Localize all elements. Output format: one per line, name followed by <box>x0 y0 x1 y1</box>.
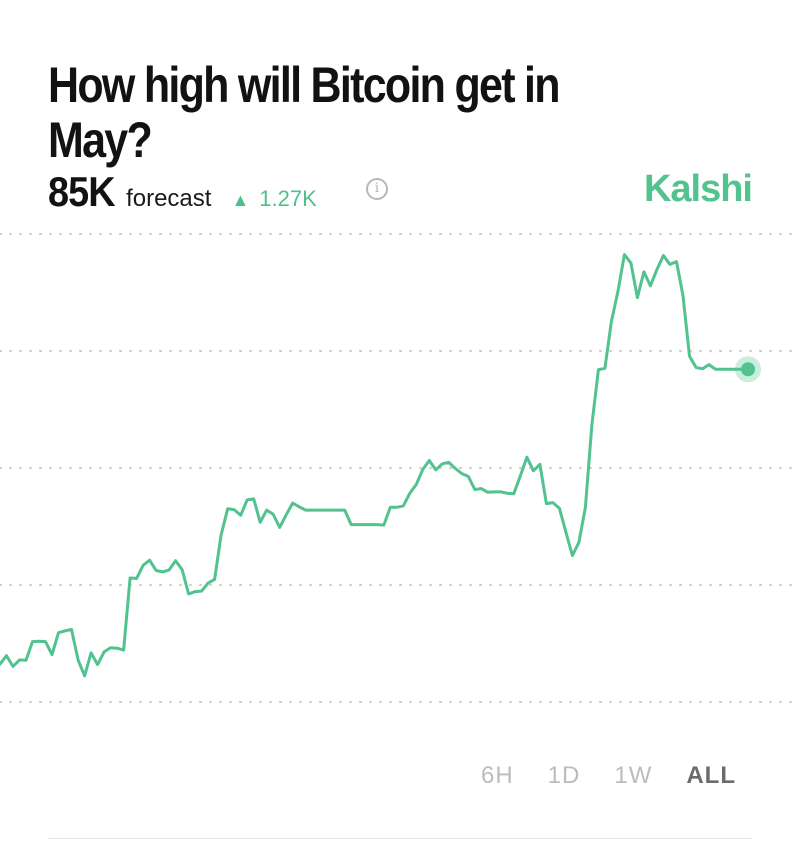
forecast-line <box>0 253 750 678</box>
tab-1w[interactable]: 1W <box>614 762 653 789</box>
info-icon[interactable]: i <box>366 178 388 200</box>
forecast-summary: 85K forecast ▲ 1.27K <box>48 168 317 218</box>
chart-gridlines <box>0 233 800 703</box>
page-title: How high will Bitcoin get in May? <box>48 57 561 168</box>
tab-1d[interactable]: 1D <box>547 762 581 789</box>
time-range-tabs: 6H 1D 1W ALL <box>481 762 736 790</box>
change-value: 1.27K <box>259 186 317 211</box>
change-badge: ▲ 1.27K <box>231 186 316 212</box>
tab-6h[interactable]: 6H <box>480 762 514 789</box>
forecast-label: forecast <box>126 185 212 212</box>
forecast-chart <box>0 233 800 703</box>
up-triangle-icon: ▲ <box>231 190 250 210</box>
latest-point-marker <box>741 362 755 377</box>
tab-all[interactable]: ALL <box>686 762 736 789</box>
brand-logo: Kalshi <box>643 168 753 210</box>
forecast-value: 85K <box>48 168 116 215</box>
bottom-divider <box>48 838 752 839</box>
